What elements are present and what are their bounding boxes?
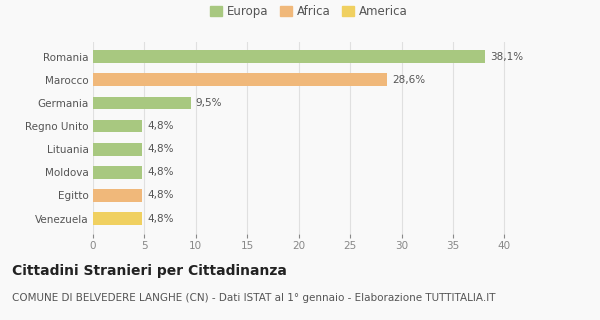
Bar <box>93 74 387 86</box>
Text: 38,1%: 38,1% <box>490 52 523 62</box>
Bar <box>93 212 142 225</box>
Legend: Europa, Africa, America: Europa, Africa, America <box>211 5 407 18</box>
Text: COMUNE DI BELVEDERE LANGHE (CN) - Dati ISTAT al 1° gennaio - Elaborazione TUTTIT: COMUNE DI BELVEDERE LANGHE (CN) - Dati I… <box>12 293 496 303</box>
Text: 4,8%: 4,8% <box>148 144 174 154</box>
Text: 4,8%: 4,8% <box>148 167 174 177</box>
Text: 28,6%: 28,6% <box>392 75 425 85</box>
Text: 9,5%: 9,5% <box>196 98 223 108</box>
Bar <box>93 120 142 132</box>
Text: 4,8%: 4,8% <box>148 213 174 223</box>
Text: 4,8%: 4,8% <box>148 121 174 131</box>
Bar <box>93 97 191 109</box>
Text: 4,8%: 4,8% <box>148 190 174 200</box>
Bar <box>93 189 142 202</box>
Bar <box>93 166 142 179</box>
Text: Cittadini Stranieri per Cittadinanza: Cittadini Stranieri per Cittadinanza <box>12 264 287 278</box>
Bar <box>93 50 485 63</box>
Bar <box>93 143 142 156</box>
